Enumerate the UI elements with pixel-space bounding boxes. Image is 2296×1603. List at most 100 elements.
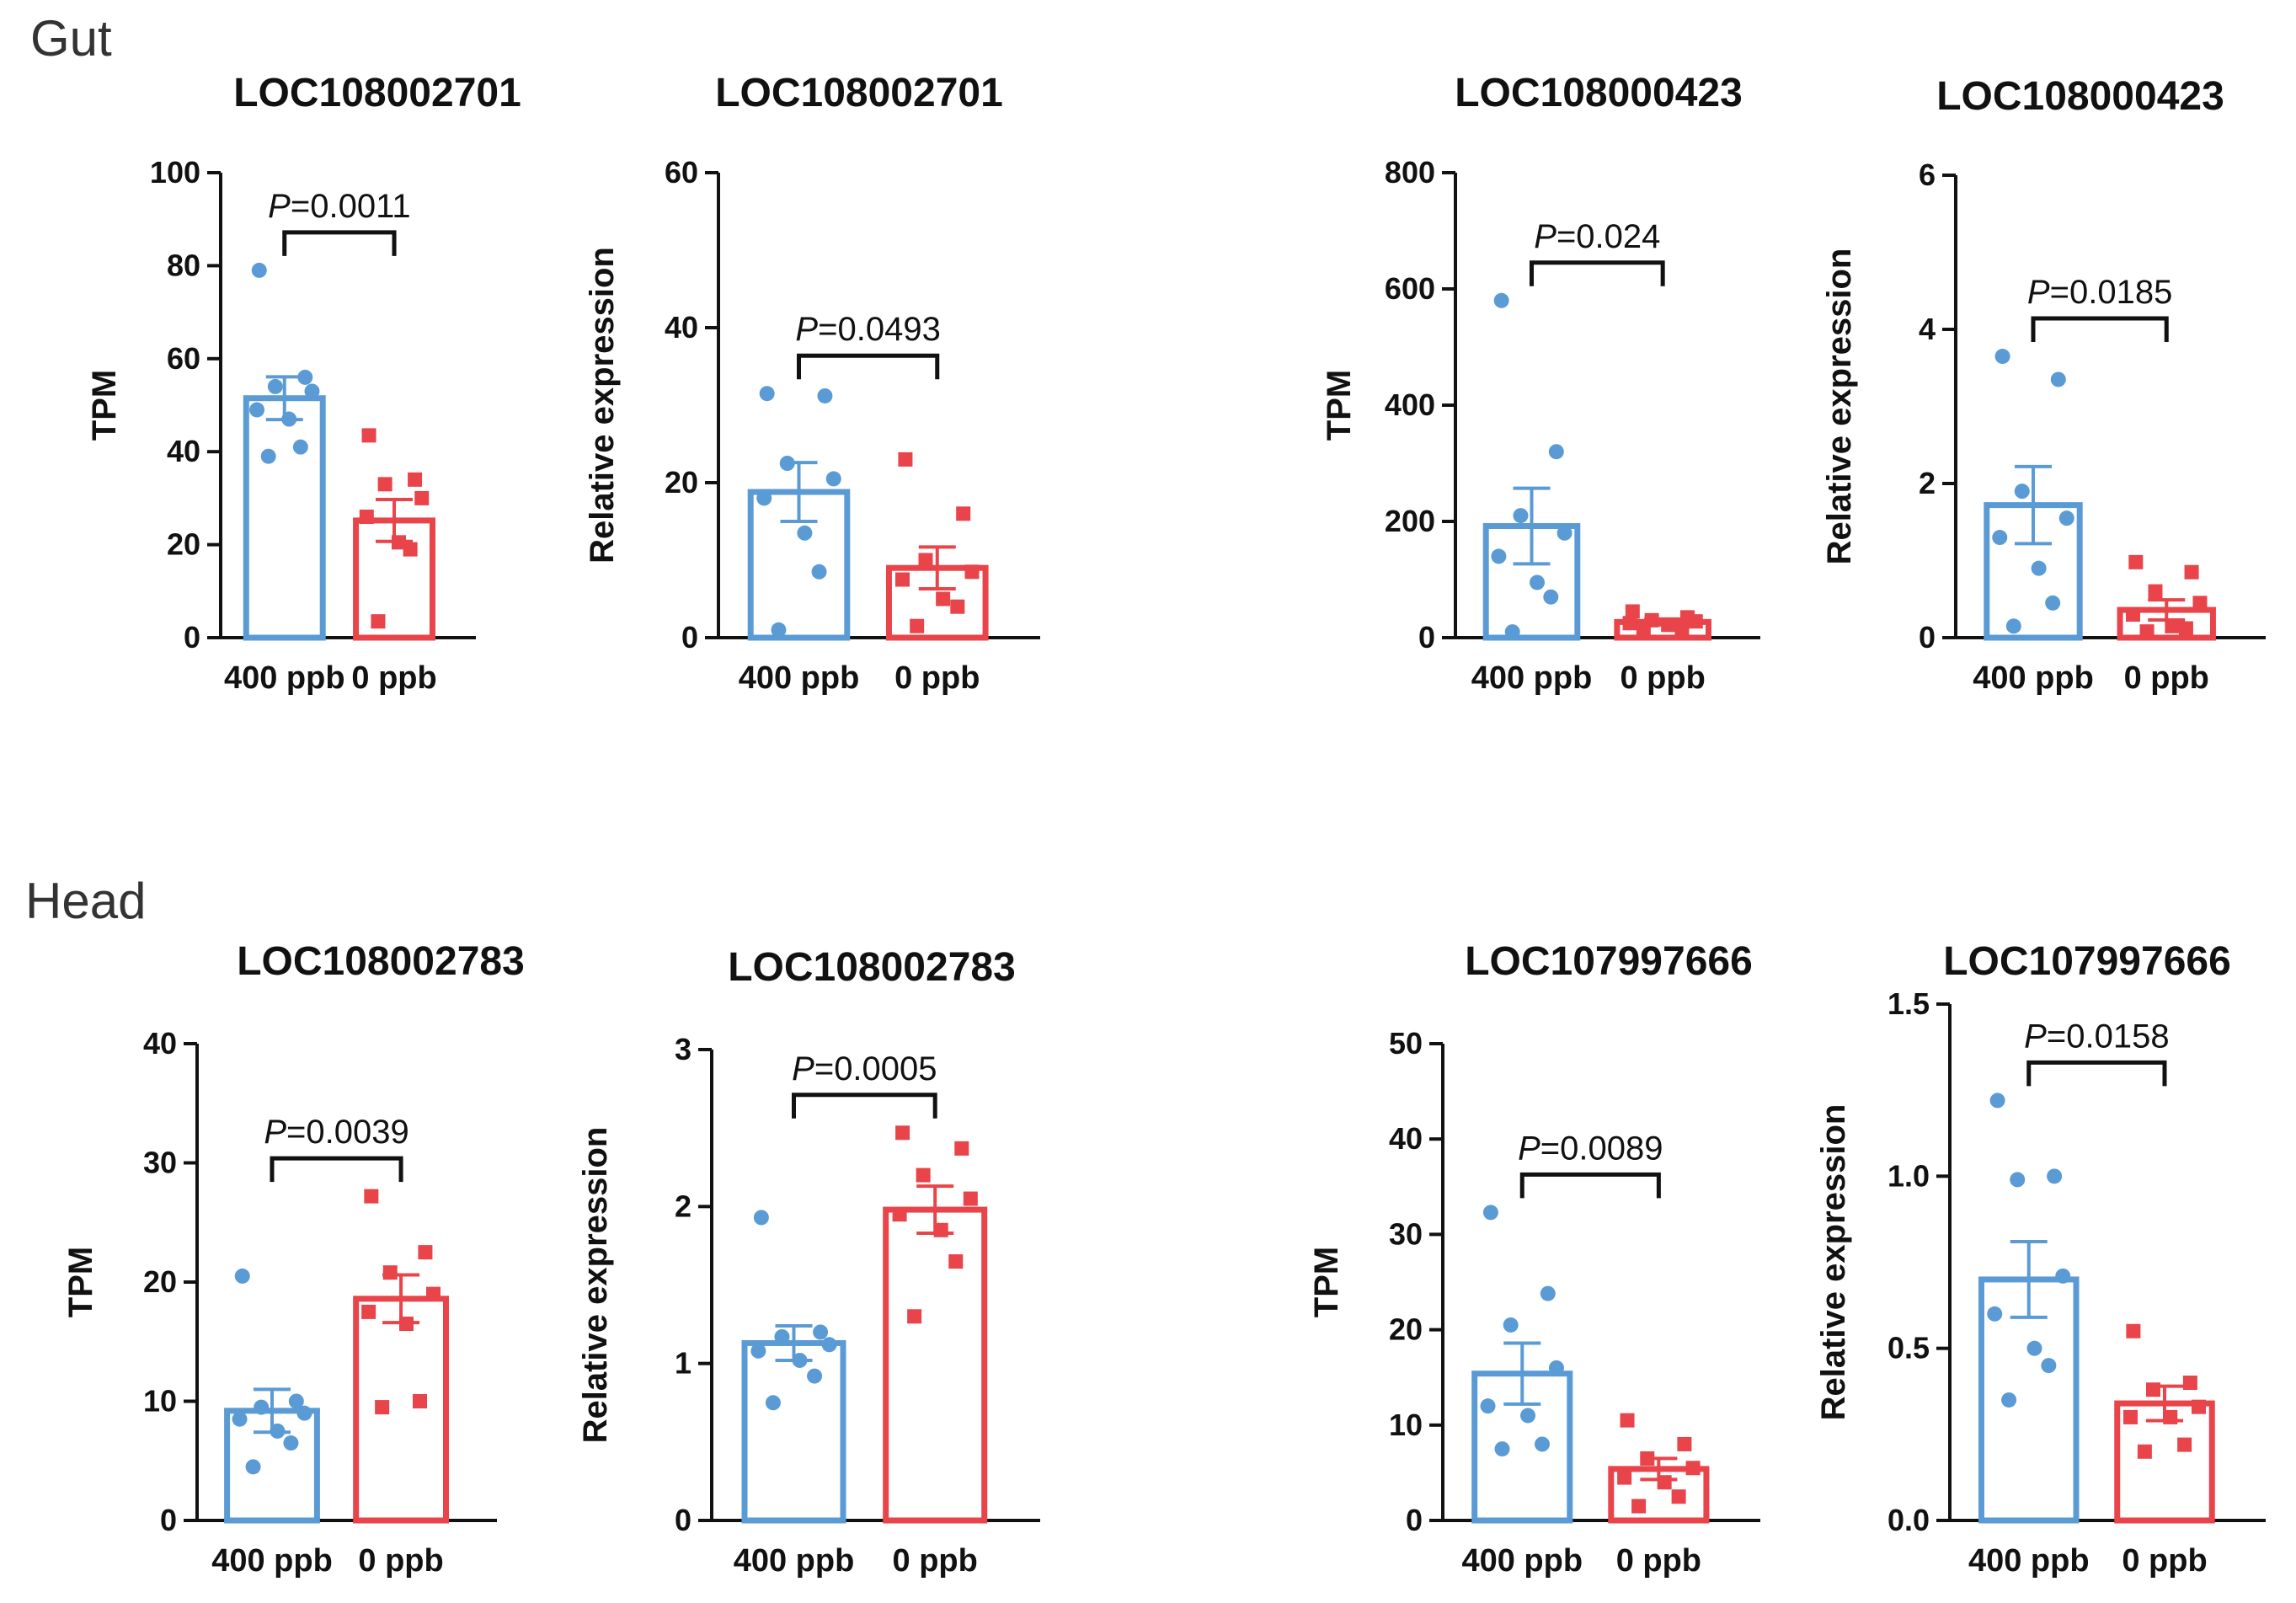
data-point <box>1685 1461 1701 1476</box>
data-point <box>950 599 965 614</box>
data-point <box>892 1207 907 1222</box>
bar <box>243 395 326 641</box>
data-point <box>2055 1268 2071 1284</box>
y-tick-label: 4 <box>1919 312 1936 346</box>
y-axis-label: TPM <box>62 1247 99 1317</box>
y-tick-label: 2 <box>675 1189 691 1223</box>
chart-panel: LOC107997666 0.0 0.5 1.0 1.5 Relative express… <box>1815 939 2266 1579</box>
y-tick-label: 40 <box>143 1026 177 1061</box>
y-tick-label: 20 <box>665 465 698 500</box>
data-point <box>2047 1168 2063 1184</box>
data-point <box>2137 1444 2152 1459</box>
x-tick-label: 400 ppb <box>211 1543 333 1579</box>
data-point <box>364 1189 379 1204</box>
y-tick-label: 20 <box>1389 1312 1423 1347</box>
x-tick-label: 400 ppb <box>1471 660 1593 696</box>
data-point <box>361 428 376 443</box>
data-point <box>813 1324 829 1340</box>
x-tick-label: 400 ppb <box>739 660 860 696</box>
y-tick-label: 60 <box>167 341 200 376</box>
data-point <box>2184 564 2199 580</box>
data-point <box>1504 624 1520 640</box>
y-tick-label: 0 <box>1418 620 1435 655</box>
chart-title: LOC108000423 <box>1936 74 2224 119</box>
x-tick-label: 400 ppb <box>1973 660 2094 696</box>
data-point <box>753 1210 769 1226</box>
data-point <box>1617 1470 1632 1485</box>
data-point <box>283 1435 299 1451</box>
data-point <box>418 1245 433 1260</box>
p-value-label: P=0.0185 <box>2027 274 2172 311</box>
data-point <box>2005 618 2021 634</box>
data-point <box>1513 508 1529 524</box>
data-point <box>2014 484 2030 500</box>
x-tick-label: 400 ppb <box>1968 1543 2090 1579</box>
data-point <box>954 1141 969 1156</box>
data-point <box>1677 1436 1692 1451</box>
data-point <box>774 1328 790 1344</box>
chart-panel: LOC108000423 0 200 400 600 800 TPM 400 ppb 0 ppb… <box>1321 71 1760 696</box>
data-point <box>267 378 283 394</box>
data-point <box>1644 612 1659 628</box>
data-point <box>288 1393 304 1409</box>
y-tick-label: 1.5 <box>1888 986 1930 1021</box>
data-point <box>779 456 795 471</box>
data-point <box>359 509 374 524</box>
data-point <box>371 614 386 629</box>
y-tick-label: 50 <box>1389 1026 1423 1061</box>
y-tick-label: 0 <box>675 1503 691 1537</box>
data-point <box>792 1352 808 1368</box>
data-point <box>963 1191 978 1206</box>
y-tick-label: 0 <box>160 1503 177 1537</box>
y-tick-label: 600 <box>1385 271 1435 306</box>
bar <box>353 1296 449 1524</box>
data-point <box>1992 530 2008 546</box>
data-point <box>2123 1409 2138 1424</box>
data-point <box>1661 617 1676 633</box>
data-point <box>948 1254 964 1269</box>
y-tick-label: 0 <box>681 620 698 655</box>
data-point <box>2045 595 2061 611</box>
data-point <box>907 1309 922 1324</box>
data-point <box>2139 624 2155 639</box>
data-point <box>1530 574 1546 590</box>
y-tick-label: 40 <box>665 310 698 345</box>
chart-panel: LOC108002783 0 10 20 30 40 TPM 400 ppb 0 ppb P=0.… <box>62 939 525 1579</box>
y-tick-label: 400 <box>1385 387 1435 422</box>
y-tick-label: 0 <box>1919 620 1936 655</box>
data-point <box>1625 604 1640 619</box>
data-point <box>1494 1441 1510 1457</box>
data-point <box>398 1317 414 1332</box>
data-point <box>1631 1499 1647 1514</box>
chart-title: LOC108002783 <box>237 939 525 984</box>
y-tick-label: 40 <box>167 434 200 468</box>
chart-title: LOC108002701 <box>715 71 1003 115</box>
data-point <box>251 262 267 278</box>
data-point <box>249 402 265 418</box>
data-point <box>391 535 406 550</box>
data-point <box>2128 554 2144 569</box>
data-point <box>2146 1382 2160 1397</box>
y-tick-label: 0 <box>1406 1503 1423 1537</box>
y-tick-label: 80 <box>167 248 200 282</box>
data-point <box>292 439 308 455</box>
data-point <box>956 506 971 521</box>
data-point <box>1535 1436 1551 1452</box>
significance-bracket <box>282 230 397 256</box>
data-point <box>1989 1093 2005 1109</box>
data-point <box>1622 616 1637 631</box>
data-point <box>2125 607 2140 622</box>
p-value-label: P=0.0039 <box>264 1114 408 1151</box>
significance-bracket <box>270 1156 403 1183</box>
data-point <box>817 387 833 403</box>
data-point <box>895 572 910 587</box>
significance-bracket <box>2031 316 2169 343</box>
data-point <box>2126 1323 2141 1339</box>
y-tick-label: 20 <box>167 527 200 562</box>
data-point <box>916 1168 931 1183</box>
chart-panel: LOC108002701 0 20 40 60 Relative expression 40… <box>584 71 1040 696</box>
data-point <box>426 1286 441 1301</box>
data-point <box>1640 1451 1655 1466</box>
significance-bracket <box>1519 1172 1661 1199</box>
